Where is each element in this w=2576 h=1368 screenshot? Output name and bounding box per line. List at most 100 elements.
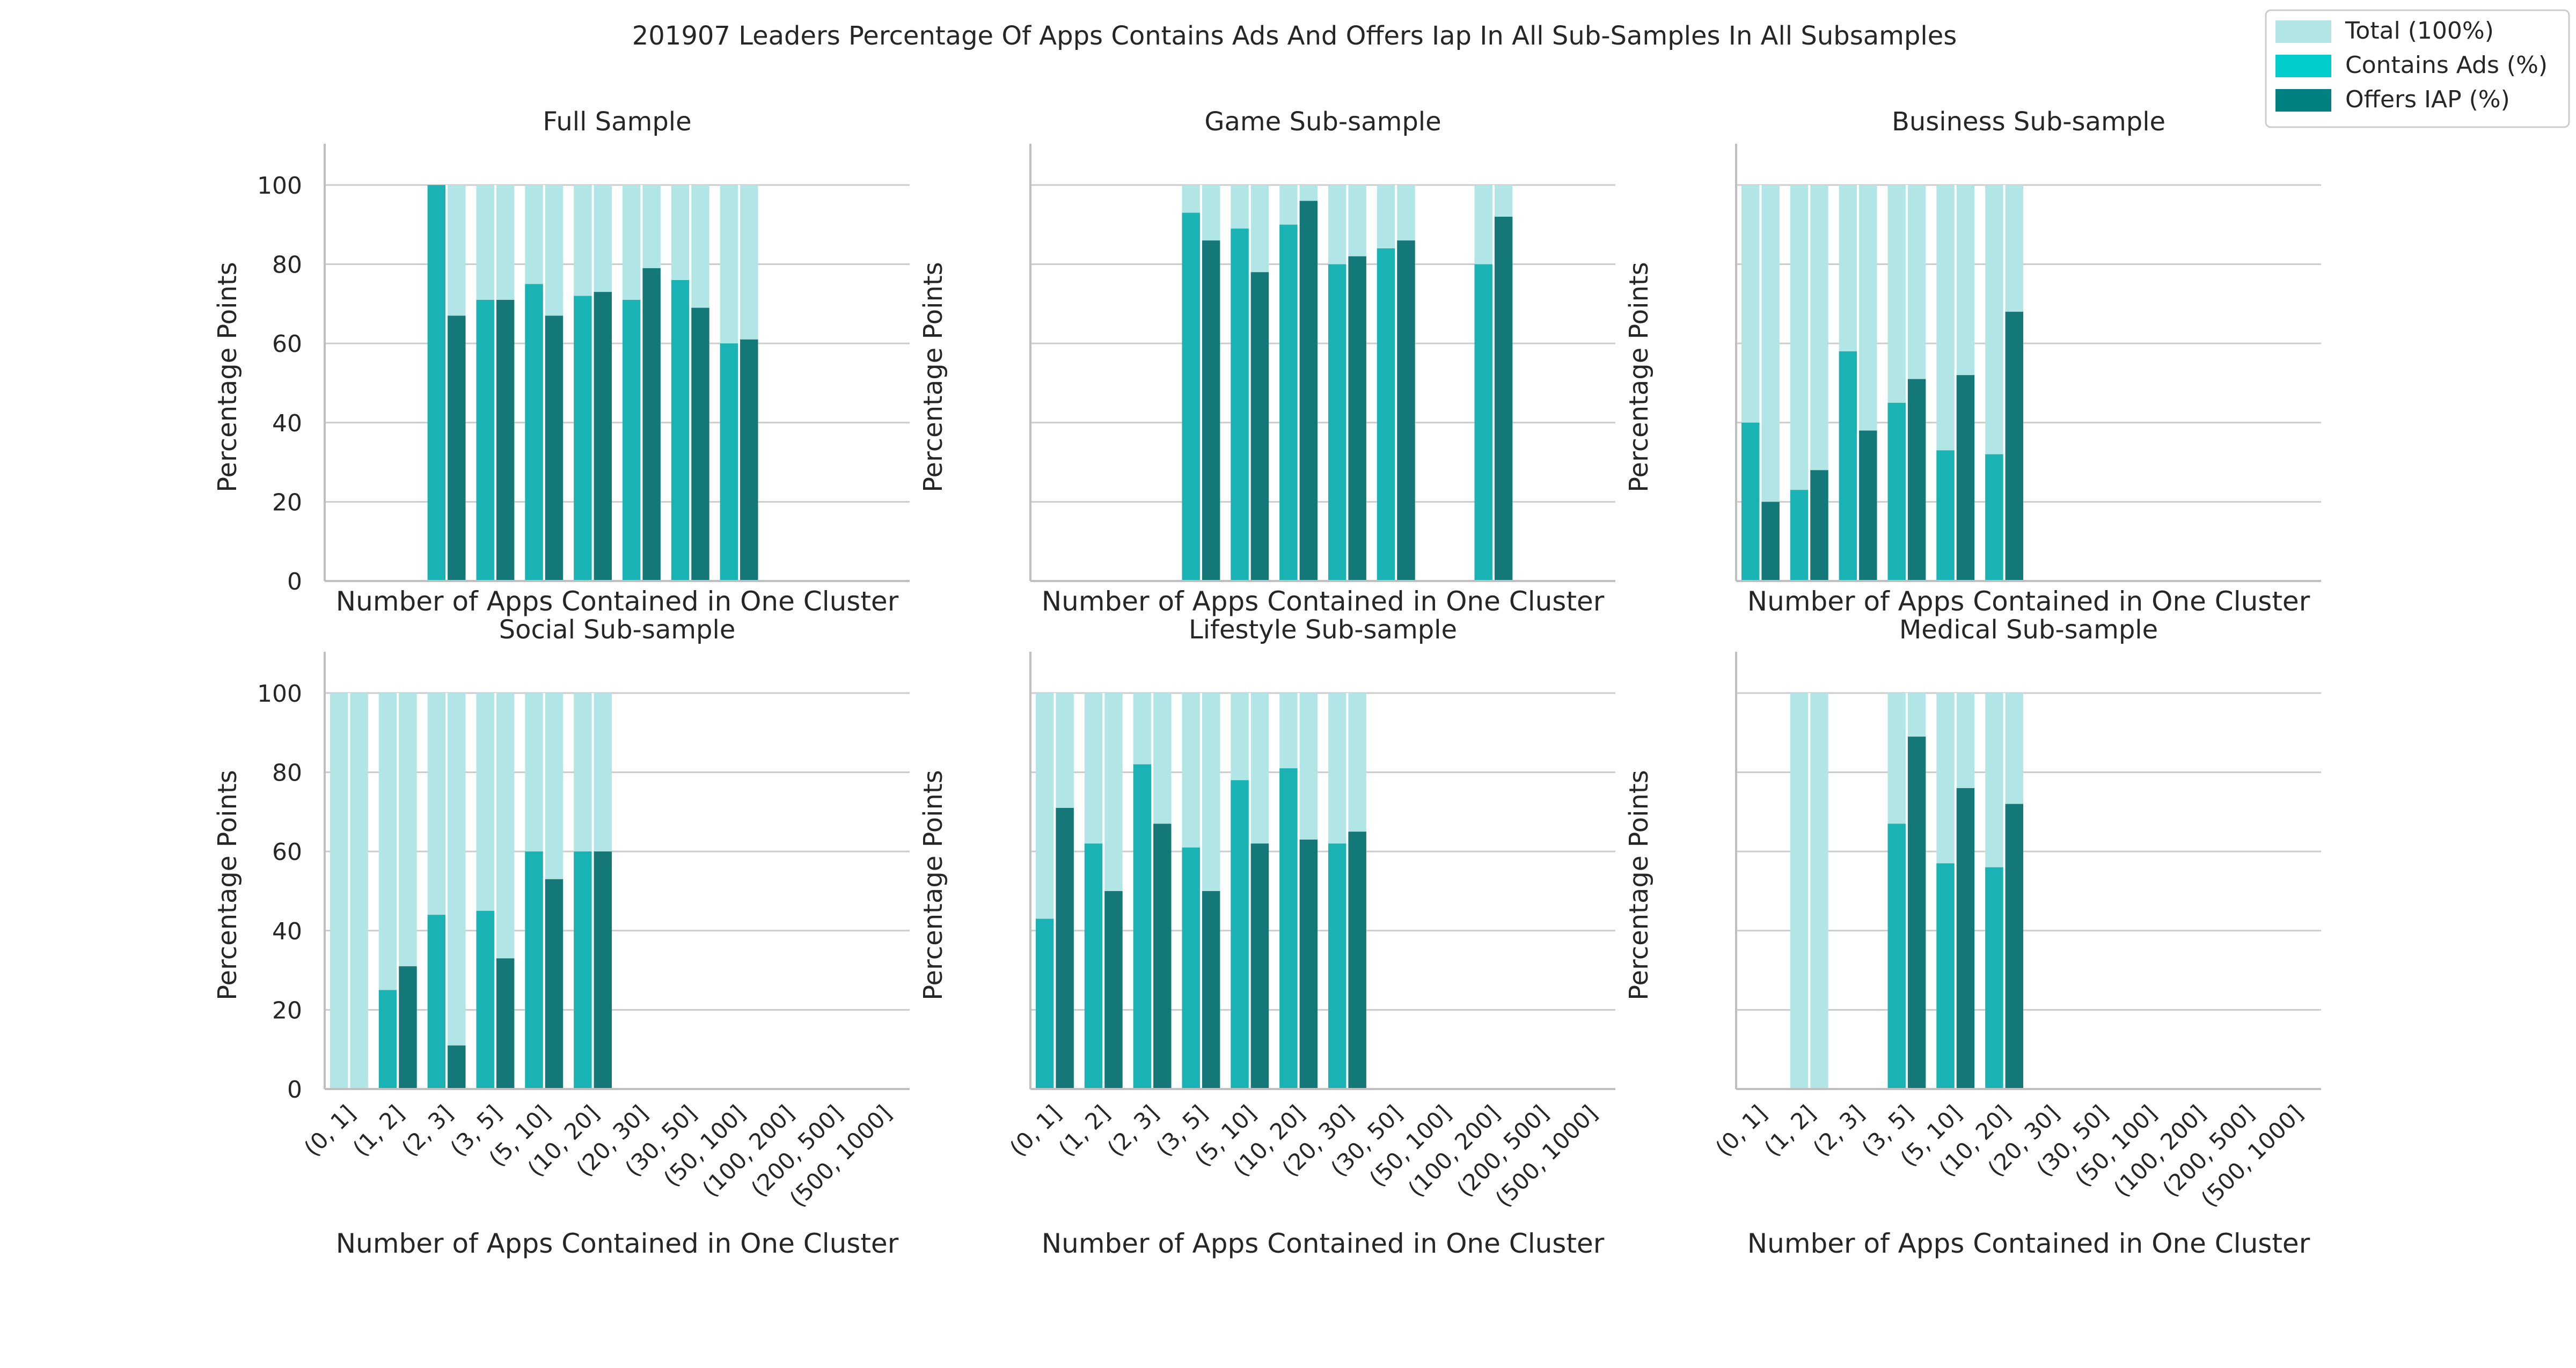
bar-contains-ads xyxy=(1474,264,1492,581)
bar-contains-ads xyxy=(1182,847,1200,1089)
legend: Total (100%) Contains Ads (%) Offers IAP (… xyxy=(2265,9,2570,128)
y-tick-label: 60 xyxy=(272,330,302,358)
bar-offers-iap xyxy=(1056,807,1074,1089)
bar-contains-ads xyxy=(1035,918,1054,1089)
panel-title: Medical Sub-sample xyxy=(1899,615,2158,645)
bar-offers-iap xyxy=(545,879,564,1089)
y-axis-label: Percentage Points xyxy=(213,262,243,492)
bar-contains-ads xyxy=(1741,422,1760,581)
bar-contains-ads xyxy=(1985,867,2003,1089)
bar-offers-iap xyxy=(1299,201,1318,581)
bar-offers-iap xyxy=(399,966,417,1089)
bar-offers-iap xyxy=(740,339,758,581)
bar-offers-iap xyxy=(1104,891,1123,1089)
bar-offers-iap xyxy=(1859,430,1877,581)
bar-offers-iap xyxy=(1810,470,1828,581)
bar-offers-iap xyxy=(594,292,612,581)
bar-contains-ads xyxy=(1133,764,1152,1089)
chart-panel: Business Sub-sample Percentage Points Numb… xyxy=(1624,107,2321,617)
y-tick-label: 20 xyxy=(272,489,302,516)
bar-offers-iap xyxy=(1250,843,1269,1089)
bar-offers-iap xyxy=(448,315,466,581)
legend-swatch xyxy=(2275,55,2331,77)
bar-contains-ads xyxy=(427,915,446,1089)
bar-contains-ads xyxy=(427,185,446,581)
y-axis-label: Percentage Points xyxy=(1624,770,1654,1000)
bar-offers-iap xyxy=(1348,256,1366,581)
bar-contains-ads xyxy=(1839,351,1857,581)
y-axis-label: Percentage Points xyxy=(213,770,243,1000)
bar-offers-iap xyxy=(1153,823,1172,1089)
bar-offers-iap xyxy=(1250,272,1269,581)
bar-offers-iap xyxy=(1494,216,1513,581)
x-tick-label: (1, 2] xyxy=(348,1100,409,1161)
bar-offers-iap xyxy=(594,851,612,1089)
panel-title: Full Sample xyxy=(543,107,691,137)
chart-panels: 0 20 40 60 80 100 Full Sample Percentage Points… xyxy=(213,107,2321,1259)
y-tick-label: 80 xyxy=(272,252,302,279)
x-axis-label: Number of Apps Contained in One Cluster xyxy=(1747,1228,2310,1259)
bar-contains-ads xyxy=(525,284,543,581)
bar-contains-ads xyxy=(671,280,690,581)
y-tick-label: 100 xyxy=(257,680,302,708)
legend-label: Contains Ads (%) xyxy=(2345,52,2548,79)
bar-offers-iap xyxy=(1397,240,1415,581)
bar-offers-iap xyxy=(1202,891,1220,1089)
x-axis-label: Number of Apps Contained in One Cluster xyxy=(336,1228,899,1259)
x-axis-label: Number of Apps Contained in One Cluster xyxy=(336,586,899,617)
y-tick-label: 80 xyxy=(272,760,302,787)
y-tick-label: 60 xyxy=(272,839,302,866)
chart-panel: 0 20 40 60 80 100 Social Sub-sample Percentage … xyxy=(213,615,910,1259)
bar-offers-iap xyxy=(642,268,661,581)
bar-contains-ads xyxy=(1985,454,2003,581)
y-tick-label: 40 xyxy=(272,918,302,945)
bar-offers-iap xyxy=(691,307,709,581)
panel-title: Social Sub-sample xyxy=(499,615,736,645)
x-axis-label: Number of Apps Contained in One Cluster xyxy=(1747,586,2310,617)
bar-contains-ads xyxy=(1279,224,1298,581)
legend-swatch xyxy=(2275,89,2331,112)
y-tick-label: 40 xyxy=(272,410,302,437)
bar-offers-iap xyxy=(1907,737,1926,1089)
bar-contains-ads xyxy=(622,299,641,581)
bar-contains-ads xyxy=(1182,212,1200,582)
x-axis-label: Number of Apps Contained in One Cluster xyxy=(1042,586,1605,617)
bar-contains-ads xyxy=(1790,490,1809,581)
chart-panel: Lifestyle Sub-sample Percentage Points (0,… xyxy=(918,615,1615,1259)
bar-contains-ads xyxy=(1231,780,1249,1089)
bar-contains-ads xyxy=(574,851,592,1089)
figure-title: 201907 Leaders Percentage Of Apps Contai… xyxy=(632,21,1957,51)
y-axis-label: Percentage Points xyxy=(918,770,948,1000)
bar-contains-ads xyxy=(1936,863,1955,1089)
bar-offers-iap xyxy=(448,1045,466,1089)
x-tick-label: (2, 3] xyxy=(1102,1100,1163,1161)
bar-offers-iap xyxy=(496,299,515,581)
x-tick-label: (0, 1] xyxy=(299,1100,360,1161)
x-axis-label: Number of Apps Contained in One Cluster xyxy=(1042,1228,1605,1259)
x-tick-label: (0, 1] xyxy=(1005,1100,1066,1161)
bar-contains-ads xyxy=(1084,843,1103,1089)
legend-frame xyxy=(2265,9,2570,128)
bar-offers-iap xyxy=(1956,375,1975,581)
bar-contains-ads xyxy=(720,343,738,581)
bar-offers-iap xyxy=(2005,312,2024,581)
bar-contains-ads xyxy=(1936,450,1955,581)
bar-offers-iap xyxy=(1761,502,1780,581)
legend-label: Offers IAP (%) xyxy=(2345,86,2510,113)
x-tick-label: (2, 3] xyxy=(1808,1100,1869,1161)
x-tick-label: (1, 2] xyxy=(1053,1100,1115,1161)
y-tick-label: 0 xyxy=(287,568,302,595)
bar-offers-iap xyxy=(1348,832,1366,1089)
bar-contains-ads xyxy=(1887,402,1906,581)
y-tick-label: 100 xyxy=(257,172,302,200)
bar-contains-ads xyxy=(1887,823,1906,1089)
panel-title: Lifestyle Sub-sample xyxy=(1189,615,1457,645)
bar-contains-ads xyxy=(476,910,494,1089)
bar-offers-iap xyxy=(1299,840,1318,1089)
y-axis-label: Percentage Points xyxy=(918,262,948,492)
panel-title: Business Sub-sample xyxy=(1892,107,2165,137)
bar-contains-ads xyxy=(525,851,543,1089)
chart-panel: Game Sub-sample Percentage Points Number o… xyxy=(918,107,1615,617)
bar-contains-ads xyxy=(1279,768,1298,1089)
